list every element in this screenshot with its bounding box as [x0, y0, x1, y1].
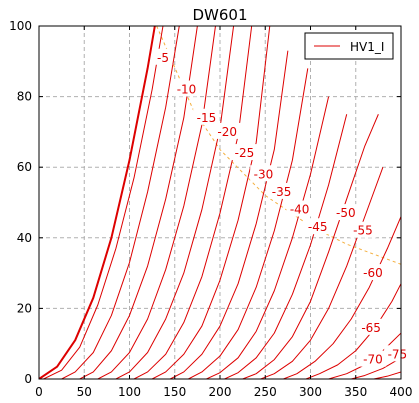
plate-curves: [39, 26, 401, 379]
y-tick-label: 100: [9, 19, 32, 33]
plate-curve: [305, 283, 401, 379]
curve-label-text: -70: [363, 353, 383, 367]
plate-curve: [169, 50, 289, 379]
plate-curve: [351, 357, 401, 379]
curve-label-text: -40: [290, 203, 310, 217]
legend: HV1_I: [304, 32, 394, 60]
curve-label-bg: [193, 108, 220, 125]
curve-label: -25: [231, 144, 258, 161]
curve-label-bg: [332, 204, 360, 221]
x-tick-label: 100: [118, 385, 141, 399]
x-tick-label: 200: [209, 385, 232, 399]
curve-label-text: -20: [217, 125, 237, 139]
curve-label-text: -35: [272, 185, 292, 199]
curve-label: -20: [213, 122, 241, 139]
curve-label: -55: [349, 221, 377, 238]
curve-label-bg: [231, 144, 258, 161]
x-tick-label: 400: [390, 385, 413, 399]
curve-label: -75: [384, 345, 411, 362]
plate-curve: [43, 26, 164, 379]
curve-label: -65: [357, 318, 385, 335]
curve-label-text: -55: [353, 224, 373, 238]
curve-label-text: -65: [361, 321, 381, 335]
plate-curve: [39, 26, 156, 379]
curve-label-bg: [286, 200, 313, 217]
y-tick-label: 20: [17, 301, 32, 315]
curve-label: -70: [359, 350, 387, 367]
plate-curve: [97, 26, 216, 379]
curve-label: -40: [286, 200, 313, 217]
curve-label-bg: [250, 165, 277, 182]
plate-curve: [242, 114, 379, 379]
y-tick-label: 80: [17, 90, 32, 104]
plate-curve: [79, 26, 198, 379]
curve-label: -15: [193, 108, 220, 125]
max-dissipation-line: [156, 25, 402, 265]
max-dissipation-curve: [156, 25, 402, 265]
curve-label: -35: [268, 182, 295, 199]
y-tick-label: 60: [17, 160, 32, 174]
y-tick-label: 0: [24, 372, 32, 386]
curve-label-text: -75: [388, 347, 408, 361]
plate-curve: [224, 114, 348, 379]
curve-label-text: -45: [308, 220, 328, 234]
curve-label-bg: [268, 182, 295, 199]
plate-curve: [115, 26, 235, 379]
curve-label-bg: [384, 345, 411, 362]
curve-label-bg: [359, 264, 387, 281]
x-tick-label: 350: [344, 385, 367, 399]
plate-curve: [188, 68, 309, 379]
curve-label: -10: [173, 80, 200, 97]
curve-label-text: -50: [336, 206, 356, 220]
x-tick-label: 300: [299, 385, 322, 399]
legend-label: HV1_I: [350, 40, 384, 54]
x-tick-label: 250: [254, 385, 277, 399]
curve-label-text: -15: [197, 111, 217, 125]
curve-label: -5: [153, 48, 173, 65]
curve-labels: -5 -10-15-20 -25 -30 -35 -40 -45 -50 -55 -60 -65 -7…: [153, 48, 411, 367]
axis-ticks: 0 50 100 150 200 250 300 350 400 0 20 40 60 80 100: [9, 19, 412, 399]
curve-label-text: -10: [177, 83, 197, 97]
curve-label-text: -5: [157, 51, 169, 65]
curve-label-bg: [359, 350, 387, 367]
y-tick-label: 40: [17, 231, 32, 245]
x-tick-label: 50: [77, 385, 92, 399]
curve-label-text: -25: [235, 146, 255, 160]
curve-label: -30: [250, 165, 277, 182]
curve-label-bg: [357, 318, 385, 335]
curve-label-bg: [173, 80, 200, 97]
curve-label-bg: [304, 218, 331, 235]
chart-title: DW601: [192, 6, 247, 24]
x-tick-label: 150: [163, 385, 186, 399]
plate-curve: [206, 96, 330, 379]
x-tick-label: 0: [35, 385, 43, 399]
curve-label: -60: [359, 264, 387, 281]
curve-label-bg: [213, 122, 241, 139]
curve-label-text: -60: [363, 266, 383, 280]
curve-label: -45: [304, 218, 331, 235]
plate-curve: [283, 216, 401, 379]
plate-curve: [373, 371, 401, 379]
curve-label: -50: [332, 204, 360, 221]
curve-label-text: -30: [254, 167, 274, 181]
curve-label-bg: [153, 48, 173, 65]
curve-label-bg: [349, 221, 377, 238]
plate-curve: [61, 26, 180, 379]
